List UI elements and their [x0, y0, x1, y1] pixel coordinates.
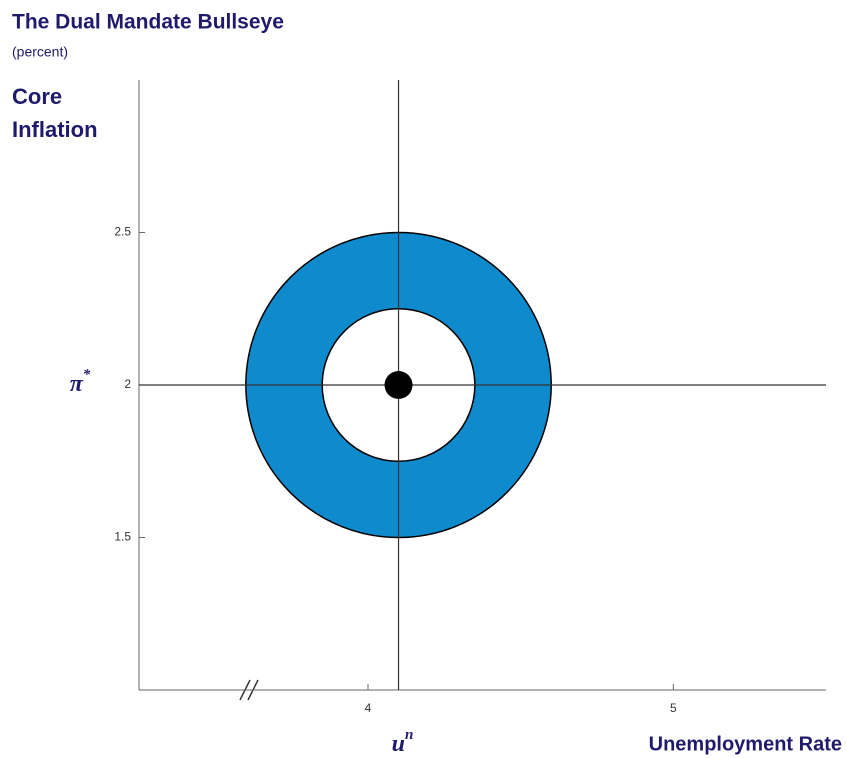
- y-annotation-text: π: [70, 371, 84, 397]
- y-annotation-superscript: *: [83, 367, 91, 383]
- y-tick-label: 2: [124, 377, 131, 391]
- y-tick-label: 2.5: [114, 225, 131, 239]
- x-tick-label: 5: [670, 701, 677, 715]
- x-annotation-text: u: [392, 731, 405, 757]
- chart-subtitle: (percent): [12, 44, 68, 60]
- target-dot: [384, 371, 413, 399]
- x-axis-label: Unemployment Rate: [649, 733, 842, 755]
- y-annotation: π*: [70, 367, 91, 396]
- x-annotation: un: [392, 727, 414, 756]
- x-tick-label: 4: [365, 701, 372, 715]
- chart-title: The Dual Mandate Bullseye: [12, 11, 284, 34]
- y-axis-label: Core Inflation: [12, 84, 98, 142]
- y-tick-label: 1.5: [114, 530, 131, 544]
- x-annotation-superscript: n: [405, 727, 413, 743]
